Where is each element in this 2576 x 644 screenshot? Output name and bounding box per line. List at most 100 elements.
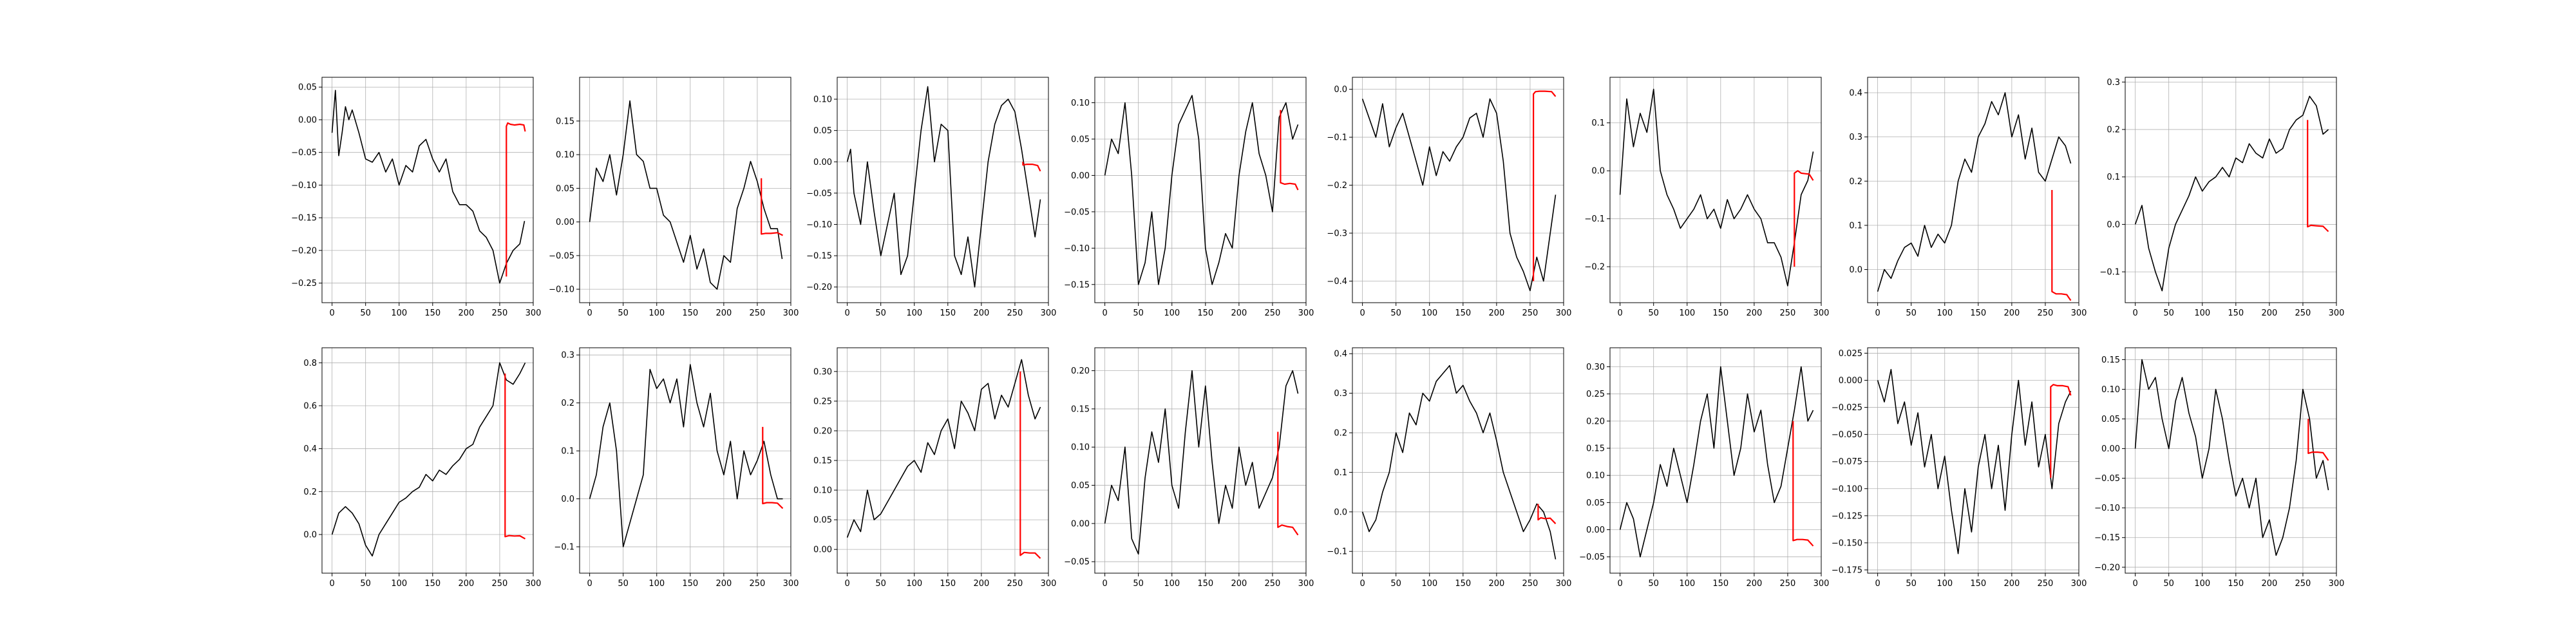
y-tick-label: 0.05 — [1071, 135, 1090, 144]
x-tick-label: 300 — [1814, 308, 1830, 318]
x-tick-label: 150 — [2228, 579, 2244, 589]
subplot-9: 0 50 100 150 200 250 300 0.0 0.2 0.4 0.6 0.8 — [303, 347, 541, 589]
y-tick-label: 0.0 — [1849, 265, 1862, 275]
x-tick-label: 0 — [329, 308, 334, 318]
x-tick-label: 300 — [1298, 579, 1314, 589]
y-tick-label: −0.15 — [291, 214, 317, 223]
y-tick-label: 0.0 — [1591, 167, 1605, 176]
plot-frame — [1352, 77, 1564, 303]
y-tick-label: 0.10 — [813, 486, 832, 496]
y-tick-label: 0.10 — [1586, 471, 1605, 481]
x-tick-label: 100 — [1679, 579, 1695, 589]
y-tick-label: 0.2 — [561, 399, 574, 408]
x-tick-label: 250 — [1522, 308, 1539, 318]
x-tick-label: 50 — [875, 579, 886, 589]
y-tick-label: 0.25 — [1586, 390, 1605, 399]
x-tick-label: 300 — [2071, 308, 2087, 318]
y-tick-label: −0.1 — [1327, 547, 1347, 557]
y-tick-label: −0.050 — [1832, 430, 1862, 440]
actual-series-line — [2134, 359, 2329, 556]
x-tick-label: 50 — [618, 308, 629, 318]
x-tick-label: 300 — [783, 308, 799, 318]
y-tick-label: −0.175 — [1832, 565, 1862, 575]
y-tick-label: 0.1 — [1591, 118, 1605, 128]
plot-frame — [2125, 77, 2337, 303]
y-tick-label: −0.4 — [1327, 277, 1347, 287]
x-tick-label: 300 — [783, 579, 799, 589]
subplot-3: 0 50 100 150 200 250 300 −0.20 −0.15 −0.10 −0.05 0.… — [806, 77, 1056, 318]
subplot-14: 0 50 100 150 200 250 300 −0.05 0.00 0.05 0.10 0.15 0… — [1579, 347, 1830, 589]
forecast-series-line — [2050, 384, 2072, 478]
x-tick-label: 100 — [1421, 308, 1437, 318]
x-tick-label: 200 — [1488, 579, 1504, 589]
x-tick-label: 0 — [1102, 579, 1107, 589]
y-tick-label: 0.05 — [813, 516, 832, 526]
x-tick-label: 50 — [618, 579, 629, 589]
x-tick-label: 300 — [1556, 579, 1572, 589]
x-tick-label: 250 — [2038, 579, 2054, 589]
x-tick-label: 0 — [844, 579, 849, 589]
x-tick-label: 50 — [1133, 579, 1144, 589]
y-tick-label: −0.05 — [291, 148, 317, 158]
y-tick-label: 0.00 — [556, 218, 574, 227]
actual-series-line — [1104, 95, 1299, 285]
actual-series-line — [846, 86, 1041, 288]
x-tick-label: 250 — [1265, 308, 1281, 318]
y-tick-label: 0.0 — [303, 531, 317, 540]
y-tick-label: 0.2 — [1849, 177, 1862, 187]
y-tick-label: 0.4 — [1849, 89, 1862, 99]
x-tick-label: 0 — [1875, 308, 1880, 318]
y-tick-label: 0.05 — [813, 126, 832, 136]
actual-series-line — [1361, 98, 1557, 292]
y-tick-label: 0.00 — [298, 115, 317, 125]
x-tick-label: 0 — [1359, 579, 1365, 589]
y-tick-label: 0.0 — [1334, 85, 1347, 95]
x-tick-label: 200 — [2261, 308, 2277, 318]
x-tick-label: 0 — [1875, 579, 1880, 589]
y-tick-label: 0.3 — [1849, 133, 1862, 142]
forecast-series-line — [1533, 90, 1557, 281]
x-tick-label: 300 — [1556, 308, 1572, 318]
x-tick-label: 0 — [329, 579, 334, 589]
x-tick-label: 150 — [1712, 579, 1728, 589]
y-tick-label: −0.2 — [1327, 181, 1347, 191]
x-tick-label: 100 — [906, 308, 922, 318]
x-tick-label: 100 — [2194, 308, 2210, 318]
y-tick-label: −0.125 — [1832, 511, 1862, 521]
subplot-1: 0 50 100 150 200 250 300 −0.25 −0.20 −0.15 −0.10 −0… — [291, 77, 541, 318]
y-tick-label: −0.05 — [806, 189, 832, 198]
x-tick-label: 100 — [1937, 308, 1953, 318]
x-tick-label: 0 — [1359, 308, 1365, 318]
x-tick-label: 200 — [1746, 579, 1762, 589]
forecast-series-line — [1019, 371, 1041, 559]
y-tick-label: 0.30 — [813, 367, 832, 377]
x-tick-label: 150 — [424, 579, 440, 589]
y-tick-label: 0.10 — [2101, 385, 2120, 395]
y-tick-label: −0.10 — [2094, 504, 2120, 513]
forecast-series-line — [2051, 190, 2072, 301]
x-tick-label: 300 — [1041, 579, 1057, 589]
y-tick-label: 0.4 — [303, 444, 317, 454]
y-tick-label: 0.8 — [303, 359, 317, 368]
y-tick-label: 0.6 — [303, 402, 317, 412]
y-tick-label: 0.20 — [813, 426, 832, 436]
forecast-series-line — [1280, 109, 1299, 191]
x-tick-label: 50 — [1390, 308, 1401, 318]
y-tick-label: 0.2 — [2107, 126, 2120, 135]
forecast-series-line — [762, 426, 784, 509]
forecast-series-line — [504, 374, 526, 540]
x-tick-label: 250 — [1007, 308, 1023, 318]
x-tick-label: 300 — [1814, 579, 1830, 589]
subplot-2: 0 50 100 150 200 250 300 −0.10 −0.05 0.00 0.05 0.10… — [549, 77, 799, 318]
y-tick-label: −0.1 — [1584, 214, 1605, 224]
y-tick-label: −0.10 — [806, 220, 832, 230]
x-tick-label: 50 — [360, 308, 371, 318]
actual-series-line — [1619, 366, 1814, 558]
forecast-series-line — [1277, 431, 1299, 536]
actual-series-line — [1361, 365, 1557, 560]
plot-frame — [1609, 347, 1822, 574]
x-tick-label: 50 — [2163, 579, 2174, 589]
x-tick-label: 250 — [750, 579, 766, 589]
x-tick-label: 150 — [1970, 308, 1986, 318]
x-tick-label: 200 — [1231, 579, 1247, 589]
